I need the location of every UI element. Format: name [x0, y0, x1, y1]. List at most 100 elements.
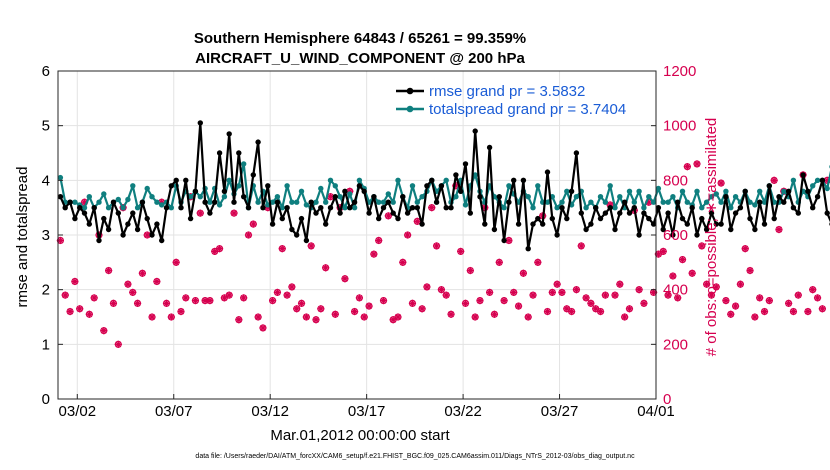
- obs-assimilated-marker: [298, 300, 305, 307]
- y-right-tick-label: 400: [663, 282, 688, 299]
- obs-count-point: [698, 242, 706, 250]
- rmse-point: [771, 215, 777, 222]
- legend-rmse-marker: [406, 87, 414, 95]
- obs-possible-marker: [732, 302, 740, 310]
- totalspread-point: [279, 205, 285, 211]
- rmse-point: [515, 221, 522, 227]
- obs-possible-marker: [148, 313, 156, 321]
- rmse-point: [144, 215, 150, 222]
- obs-count-point: [770, 176, 778, 184]
- obs-possible-marker: [418, 305, 426, 313]
- obs-count-point: [196, 209, 204, 217]
- totalspread-point: [101, 191, 107, 197]
- rmse-point: [197, 120, 203, 126]
- rmse-point: [506, 199, 512, 205]
- obs-count-point: [505, 236, 513, 245]
- totalspread-point: [814, 177, 821, 183]
- obs-count-point: [153, 277, 161, 286]
- obs-assimilated-marker: [650, 289, 657, 296]
- obs-count-point: [490, 310, 499, 318]
- obs-possible-marker: [119, 204, 127, 212]
- obs-count-point: [85, 310, 93, 318]
- obs-count-point: [678, 256, 687, 264]
- rmse-point: [699, 215, 705, 222]
- totalspread-point: [144, 185, 150, 192]
- obs-assimilated-marker: [742, 245, 749, 252]
- totalspread-point: [168, 205, 174, 211]
- obs-assimilated-marker: [747, 267, 754, 274]
- totalspread-point: [703, 199, 710, 205]
- obs-assimilated-marker: [457, 248, 464, 255]
- rmse-point: [318, 205, 324, 211]
- obs-assimilated-marker: [105, 267, 112, 274]
- rmse-point: [544, 169, 551, 175]
- totalspread-point: [120, 205, 126, 211]
- rmse-point: [429, 177, 435, 183]
- rmse-point: [192, 188, 199, 194]
- rmse-point: [400, 194, 406, 200]
- obs-count-point: [621, 313, 629, 321]
- obs-assimilated-marker: [602, 292, 609, 299]
- totalspread-point: [713, 191, 719, 197]
- obs-assimilated-marker: [636, 286, 643, 293]
- obs-count-point: [235, 316, 243, 324]
- totalspread-point: [501, 205, 507, 211]
- totalspread-point: [327, 177, 334, 183]
- obs-assimilated-marker: [361, 314, 368, 320]
- obs-count-point: [56, 236, 65, 245]
- totalspread-point: [72, 199, 78, 205]
- totalspread-point: [207, 199, 213, 205]
- obs-count-point: [717, 179, 725, 187]
- rmse-point: [342, 188, 348, 194]
- obs-assimilated-marker: [414, 218, 421, 225]
- obs-possible-marker: [674, 294, 682, 302]
- obs-possible-marker: [794, 291, 802, 299]
- totalspread-point: [761, 199, 768, 205]
- obs-possible-marker: [678, 256, 687, 264]
- obs-assimilated-marker: [274, 289, 281, 296]
- obs-count-point: [775, 225, 783, 234]
- obs-assimilated-marker: [804, 308, 811, 315]
- obs-count-point: [765, 297, 773, 305]
- totalspread-point: [583, 205, 589, 211]
- rmse-point: [438, 183, 445, 189]
- obs-assimilated-marker: [713, 283, 720, 290]
- y-right-tick-label: 600: [663, 227, 688, 244]
- totalspread-point: [670, 194, 676, 200]
- obs-count-point: [360, 313, 368, 321]
- x-tick-label: 03/02: [59, 403, 97, 420]
- y-axis-label: rmse and totalspread: [14, 167, 31, 308]
- obs-assimilated-marker: [250, 221, 257, 228]
- obs-possible-marker: [746, 266, 754, 275]
- obs-count-point: [206, 297, 214, 305]
- rmse-point: [636, 232, 642, 238]
- totalspread-point: [790, 177, 797, 183]
- obs-assimilated-marker: [703, 281, 710, 288]
- rmse-point: [785, 188, 792, 194]
- obs-count-point: [317, 305, 325, 313]
- obs-count-point: [756, 294, 764, 302]
- obs-assimilated-marker: [443, 292, 450, 299]
- obs-possible-marker: [278, 245, 286, 253]
- rmse-point: [216, 150, 223, 156]
- obs-assimilated-marker: [515, 303, 522, 310]
- obs-assimilated-marker: [771, 177, 778, 184]
- obs-assimilated-marker: [520, 270, 527, 277]
- obs-possible-marker: [177, 307, 185, 316]
- obs-assimilated-marker: [129, 289, 136, 296]
- rmse-point: [168, 183, 174, 189]
- obs-assimilated-marker: [722, 297, 729, 304]
- y-tick-label: 1: [42, 336, 50, 353]
- totalspread-point: [747, 199, 753, 205]
- obs-count-point: [572, 286, 581, 294]
- obs-count-point: [297, 299, 306, 307]
- rmse-point: [578, 210, 584, 216]
- totalspread-point: [356, 177, 363, 183]
- obs-possible-marker: [577, 242, 585, 250]
- totalspread-point: [684, 199, 690, 205]
- totalspread-point: [332, 183, 338, 189]
- obs-count-point: [548, 288, 556, 296]
- obs-count-point: [418, 305, 426, 313]
- obs-count-point: [582, 294, 590, 302]
- rmse-point: [241, 194, 247, 200]
